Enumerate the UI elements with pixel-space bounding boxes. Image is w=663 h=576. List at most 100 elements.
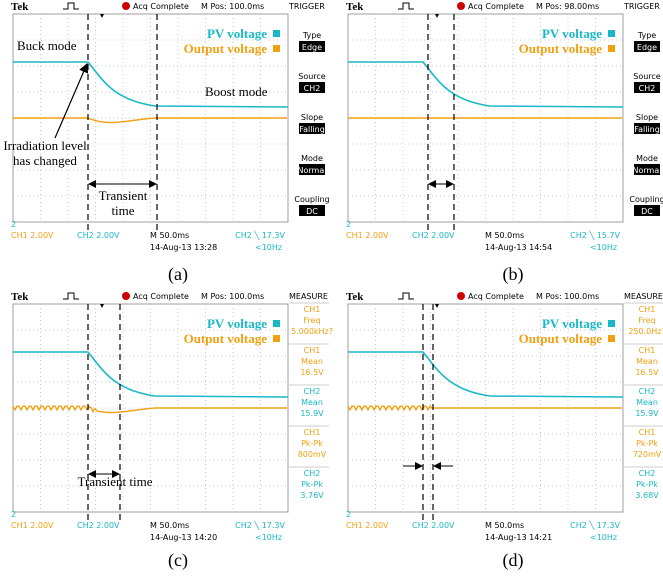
trigger-icon <box>398 3 414 9</box>
menu-title: MEASURE <box>289 292 328 301</box>
legend-swatch <box>608 335 615 342</box>
footer-ch2: CH2 2.00V <box>77 521 120 530</box>
menu-entry: Pk-Pk <box>301 439 323 448</box>
menu-title: TRIGGER <box>288 2 325 11</box>
menu-value: CH2 <box>639 84 656 93</box>
menu-entry: CH2 <box>639 469 656 478</box>
legend-swatch <box>608 320 615 327</box>
acq-status: Acq Complete <box>133 292 189 301</box>
menu-entry: Pk-Pk <box>636 480 658 489</box>
scope-panel: TekAcq CompleteM Pos: 100.0msMEASUREPV v… <box>346 291 663 571</box>
caption: (d) <box>503 550 524 571</box>
menu-title: MEASURE <box>624 292 663 301</box>
menu-value: Edge <box>302 43 322 52</box>
footer-date: 14-Aug-13 14:21 <box>485 533 552 542</box>
footer-frequency: <10Hz <box>255 243 282 252</box>
annotation: Transient <box>99 188 148 203</box>
footer-frequency: <10Hz <box>255 533 282 542</box>
menu-label: Mode <box>301 154 323 163</box>
acq-dot <box>122 2 130 10</box>
acq-dot <box>122 292 130 300</box>
menu-entry: CH2 <box>304 387 321 396</box>
menu-entry: Pk-Pk <box>301 480 323 489</box>
menu-value: Normal <box>298 166 327 175</box>
brand: Tek <box>346 1 364 13</box>
ground-marker: 2 <box>11 510 16 519</box>
legend-label: Output voltage <box>184 41 268 56</box>
footer-trigger: CH2 ╲ 17.3V <box>570 520 620 530</box>
menu-entry: 250.0Hz? <box>628 327 663 336</box>
caption: (c) <box>168 550 188 571</box>
trigger-icon <box>398 293 414 299</box>
footer-date: 14-Aug-13 13:28 <box>150 243 217 252</box>
menu-entry: 3.76V <box>300 491 324 500</box>
legend-swatch <box>273 335 280 342</box>
legend-swatch <box>273 45 280 52</box>
menu-entry: Mean <box>301 398 323 407</box>
ground-marker: 2 <box>346 220 351 229</box>
legend-label: Output voltage <box>184 331 268 346</box>
acq-dot <box>457 292 465 300</box>
brand: Tek <box>346 291 364 303</box>
menu-entry: CH2 <box>304 469 321 478</box>
page: Tek Acq Complete M Pos: 100.0ms TRIGGER PV v… <box>0 0 663 576</box>
menu-label: Source <box>298 72 326 81</box>
menu-entry: Mean <box>636 398 658 407</box>
footer-ch1: CH1 2.00V <box>11 521 54 530</box>
position: M Pos: 98.00ms <box>536 2 599 11</box>
footer-date: 14-Aug-13 14:20 <box>150 533 217 542</box>
annotation: Irradiation level <box>3 138 87 153</box>
menu-entry: Freq <box>638 316 655 325</box>
caption: (a) <box>168 264 188 285</box>
menu-label: Coupling <box>294 195 329 204</box>
menu-value: Falling <box>299 125 325 134</box>
menu-entry: 15.9V <box>635 409 659 418</box>
menu-label: Type <box>637 31 656 40</box>
footer-trigger: CH2 ╲ 17.3V <box>235 520 285 530</box>
menu-entry: 15.9V <box>300 409 324 418</box>
menu-entry: Freq <box>303 316 320 325</box>
menu-entry: CH1 <box>639 305 656 314</box>
menu-value: Edge <box>637 43 657 52</box>
annotation: has changed <box>13 153 77 168</box>
legend-label: Output voltage <box>519 331 603 346</box>
menu-entry: 720mV <box>633 450 662 459</box>
annotation: Transient time <box>78 474 153 489</box>
position: M Pos: 100.0ms <box>201 292 264 301</box>
footer-ch2: CH2 2.00V <box>412 521 455 530</box>
footer-timebase: M 50.0ms <box>485 231 524 240</box>
annotation: Boost mode <box>205 84 268 99</box>
annotation: Buck mode <box>17 38 77 53</box>
acq-status: Acq Complete <box>468 2 524 11</box>
footer-ch1: CH1 2.00V <box>346 231 389 240</box>
caption: (b) <box>503 264 524 285</box>
menu-entry: 800mV <box>298 450 327 459</box>
menu-entry: 16.5V <box>635 368 659 377</box>
trigger-icon <box>63 3 79 9</box>
footer-frequency: <10Hz <box>590 533 617 542</box>
footer-timebase: M 50.0ms <box>150 231 189 240</box>
menu-entry: CH1 <box>304 346 321 355</box>
legend-label: PV voltage <box>542 316 602 331</box>
footer-timebase: M 50.0ms <box>485 521 524 530</box>
menu-label: Slope <box>301 113 323 122</box>
menu-entry: Pk-Pk <box>636 439 658 448</box>
brand: Tek <box>11 291 29 303</box>
menu-entry: CH1 <box>639 346 656 355</box>
menu-value: Falling <box>634 125 660 134</box>
legend-swatch <box>608 30 615 37</box>
legend-label: Output voltage <box>519 41 603 56</box>
footer-ch2: CH2 2.00V <box>77 231 120 240</box>
menu-value: Normal <box>633 166 662 175</box>
menu-entry: CH1 <box>304 428 321 437</box>
menu-value: CH2 <box>304 84 321 93</box>
ground-marker: 2 <box>346 510 351 519</box>
legend-swatch <box>273 320 280 327</box>
menu-entry: 3.68V <box>635 491 659 500</box>
acq-status: Acq Complete <box>468 292 524 301</box>
footer-frequency: <10Hz <box>590 243 617 252</box>
menu-entry: CH1 <box>639 428 656 437</box>
